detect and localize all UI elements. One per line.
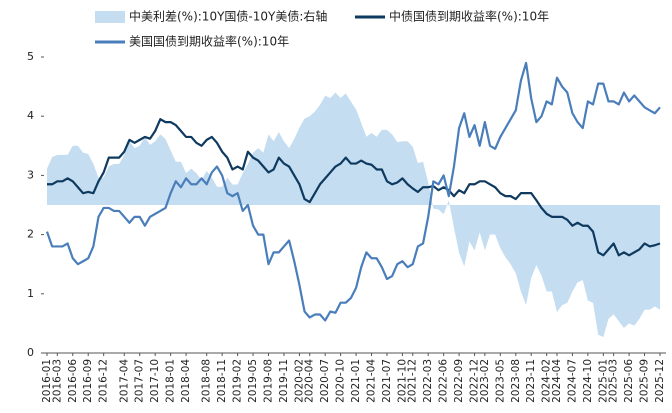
x-tick-label: 2021-04 [366,359,378,403]
x-tick-label: 2021-07 [381,359,393,403]
x-tick-label: 2016-12 [98,359,110,403]
x-tick-label: 2022-09 [453,359,465,403]
x-tick-label: 2016-03 [51,359,63,403]
x-tick-label: 2024-07 [566,359,578,403]
x-tick-label: 2020-10 [335,359,347,403]
x-tick-label: 2024-02 [541,359,553,403]
x-tick-label: 2016-09 [82,359,94,403]
x-tick-label: 2022-06 [438,359,450,403]
legend-swatch [95,11,125,23]
spread-area [47,92,660,338]
x-tick-label: 2023-02 [479,359,491,403]
yield-line [47,118,661,257]
x-tick-label: 2021-10 [396,359,408,403]
legend-label: 中美利差(%):10Y国债-10Y美债:右轴 [129,9,327,24]
x-tick-label: 2017-10 [149,359,161,403]
x-tick-label: 2018-04 [180,359,192,403]
x-tick-label: 2021-12 [407,359,419,403]
legend-label: 中债国债到期收益率(%):10年 [389,9,549,24]
y-tick-label: 3 [27,168,34,181]
x-tick-label: 2025-12 [654,359,666,403]
x-tick-label: 2019-08 [263,359,275,403]
x-tick-label: 2023-08 [510,359,522,403]
x-tick-label: 2018-11 [216,359,228,403]
x-tick-label: 2022-12 [469,359,481,403]
y-tick-label: 4 [27,109,34,122]
y-tick-label: 1 [27,287,34,300]
x-tick-label: 2020-04 [304,359,316,403]
legend-label: 美国国债到期收益率(%):10年 [129,34,289,49]
x-tick-label: 2024-10 [582,359,594,403]
x-tick-label: 2025-06 [623,359,635,403]
x-tick-label: 2017-07 [134,359,146,403]
x-tick-label: 2023-11 [525,359,537,403]
x-tick-label: 2018-01 [165,359,177,403]
x-tick-label: 2019-02 [232,359,244,403]
y-tick-label: 5 [27,50,34,63]
x-tick-label: 2016-01 [41,359,53,403]
x-tick-label: 2021-01 [350,359,362,403]
x-tick-label: 2025-01 [597,359,609,403]
x-tick-label: 2018-08 [201,359,213,403]
x-tick-label: 2025-09 [639,359,651,403]
x-tick-label: 2019-11 [278,359,290,403]
x-tick-label: 2016-06 [67,359,79,403]
x-tick-label: 2025-03 [608,359,620,403]
x-tick-label: 2024-04 [551,359,563,403]
x-tick-label: 2020-02 [293,359,305,403]
x-tick-label: 2023-05 [494,359,506,403]
x-tick-label: 2017-04 [118,359,130,403]
x-tick-label: 2019-05 [247,359,259,403]
y-tick-label: 2 [27,228,34,241]
yield-line [45,61,661,322]
y-tick-label: 0 [27,346,34,359]
x-tick-label: 2022-03 [422,359,434,403]
x-tick-label: 2020-07 [319,359,331,403]
